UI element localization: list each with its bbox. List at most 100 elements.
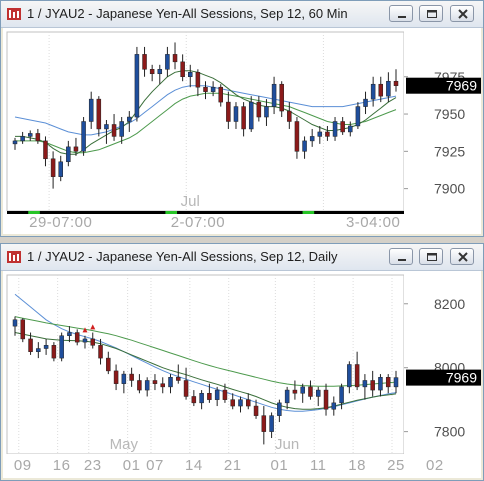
candle-body bbox=[165, 54, 170, 70]
candlestick bbox=[331, 396, 337, 416]
candle-body bbox=[88, 98, 94, 122]
candle-body bbox=[370, 83, 376, 100]
chart-app-icon bbox=[7, 8, 21, 20]
maximize-button[interactable] bbox=[419, 5, 443, 22]
chart-app-icon bbox=[7, 251, 21, 263]
candle-body bbox=[362, 380, 368, 388]
close-button[interactable] bbox=[450, 5, 474, 22]
candle-body bbox=[152, 380, 158, 384]
date-tick-label: 14 bbox=[185, 457, 203, 474]
maximize-button[interactable] bbox=[419, 248, 443, 265]
candle-body bbox=[279, 83, 284, 112]
candlestick bbox=[386, 72, 391, 103]
candlestick bbox=[292, 380, 298, 400]
candle-body bbox=[347, 364, 352, 388]
candlestick bbox=[340, 117, 345, 135]
session-marker bbox=[302, 211, 315, 214]
candlestick bbox=[203, 81, 208, 100]
candle-body bbox=[287, 110, 292, 122]
candlestick bbox=[27, 130, 33, 141]
date-axis bbox=[3, 211, 481, 234]
minimize-icon bbox=[398, 16, 406, 18]
candlestick bbox=[370, 370, 375, 397]
date-tick-label: 2-07:00 bbox=[171, 214, 225, 231]
close-icon bbox=[458, 9, 468, 19]
last-price-value: 7969 bbox=[446, 370, 477, 386]
alert-marker-icon: ▴ bbox=[90, 322, 95, 333]
candlestick bbox=[90, 332, 96, 349]
candle-body bbox=[363, 98, 368, 107]
candle-body bbox=[51, 345, 57, 359]
candlestick bbox=[269, 412, 274, 439]
candle-body bbox=[127, 116, 132, 122]
candlestick bbox=[111, 114, 117, 141]
candle-body bbox=[134, 54, 140, 118]
candle-body bbox=[222, 389, 228, 400]
candlestick bbox=[121, 370, 127, 394]
candlestick bbox=[347, 361, 352, 394]
candlestick bbox=[142, 46, 147, 77]
candle-body bbox=[292, 389, 298, 394]
candle-body bbox=[12, 140, 18, 145]
candlestick bbox=[325, 125, 330, 141]
candle-body bbox=[256, 101, 262, 118]
candlestick bbox=[222, 383, 228, 403]
price-tick-label: 7925 bbox=[434, 143, 465, 159]
candle-body bbox=[20, 319, 26, 340]
chart-window-hourly[interactable]: 1 / JYAU2 - Japanese Yen-All Sessions, S… bbox=[0, 0, 484, 237]
candle-body bbox=[355, 106, 361, 127]
candle-body bbox=[339, 386, 344, 404]
minimize-button[interactable] bbox=[389, 5, 413, 22]
close-button[interactable] bbox=[450, 248, 474, 265]
candle-body bbox=[27, 133, 33, 137]
candlestick bbox=[106, 351, 111, 375]
candlestick bbox=[43, 136, 48, 167]
candlestick bbox=[20, 318, 26, 343]
window-title-bar[interactable]: 1 / JYAU2 - Japanese Yen-All Sessions, S… bbox=[1, 244, 483, 271]
window-title-bar[interactable]: 1 / JYAU2 - Japanese Yen-All Sessions, S… bbox=[1, 1, 483, 28]
candle-body bbox=[43, 345, 49, 349]
candle-body bbox=[226, 101, 231, 122]
candlestick bbox=[362, 374, 368, 400]
candlestick bbox=[317, 125, 323, 144]
candle-body bbox=[207, 393, 212, 400]
alert-marker-icon: ▴ bbox=[82, 325, 87, 336]
candlestick bbox=[378, 374, 383, 397]
candle-body bbox=[246, 399, 251, 407]
candle-body bbox=[121, 373, 127, 384]
candlestick bbox=[144, 377, 150, 397]
candle-body bbox=[233, 106, 239, 122]
chart-window-daily[interactable]: 1 / JYAU2 - Japanese Yen-All Sessions, S… bbox=[0, 243, 484, 481]
candle-body bbox=[59, 335, 64, 359]
candlestick bbox=[74, 329, 80, 346]
candlestick bbox=[271, 76, 277, 115]
date-tick-label: 07 bbox=[146, 457, 164, 474]
candlestick bbox=[378, 76, 384, 103]
candlestick bbox=[98, 338, 103, 365]
candle-body bbox=[386, 80, 391, 97]
candlestick bbox=[165, 46, 170, 77]
candlestick bbox=[354, 351, 360, 391]
candle-body bbox=[264, 106, 269, 118]
candle-body bbox=[106, 357, 111, 372]
candle-body bbox=[195, 72, 201, 88]
candle-body bbox=[284, 389, 290, 404]
candlestick bbox=[323, 383, 329, 416]
close-icon bbox=[458, 252, 468, 262]
candle-body bbox=[160, 383, 165, 388]
price-tick-label: 7950 bbox=[434, 106, 465, 122]
candle-body bbox=[149, 69, 155, 75]
price-axis bbox=[404, 271, 481, 454]
candlestick bbox=[302, 136, 307, 159]
candle-body bbox=[348, 125, 353, 133]
candle-body bbox=[188, 72, 193, 78]
candle-body bbox=[183, 380, 189, 397]
minimize-button[interactable] bbox=[389, 248, 413, 265]
candlestick bbox=[67, 326, 72, 343]
candle-body bbox=[20, 136, 25, 142]
candlestick bbox=[43, 338, 49, 355]
candle-body bbox=[168, 377, 173, 388]
candlestick bbox=[195, 69, 201, 97]
